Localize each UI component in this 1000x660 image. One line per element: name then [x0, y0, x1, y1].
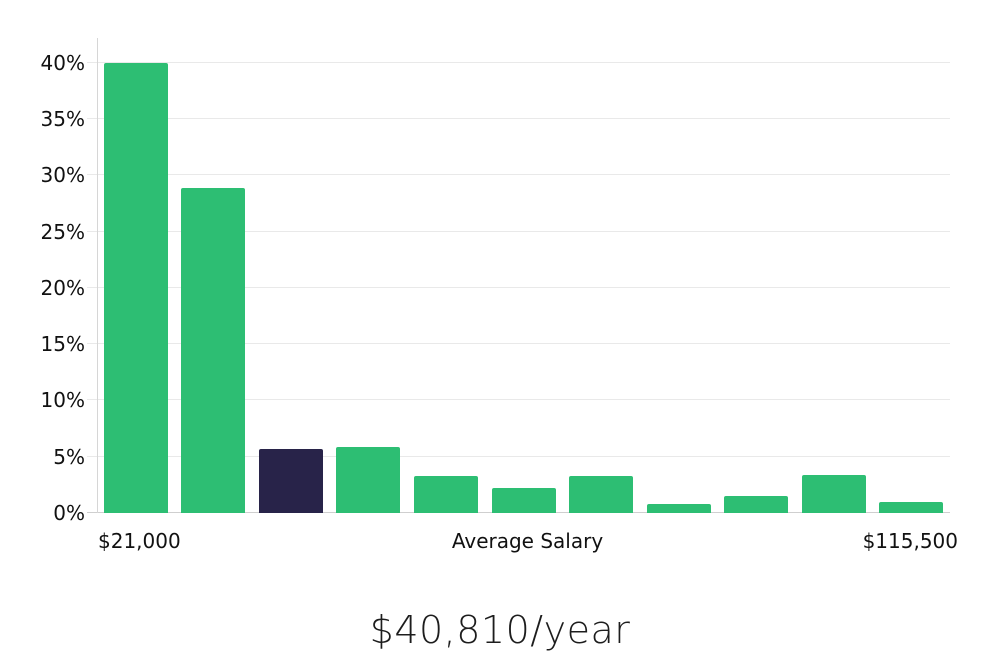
- y-tick-label: 30%: [40, 163, 85, 188]
- histogram-bar[interactable]: [724, 496, 789, 513]
- histogram-bar[interactable]: [646, 504, 711, 513]
- gridline: [87, 399, 950, 401]
- y-tick-label: 5%: [53, 444, 85, 469]
- y-axis-labels: 0% 5% 10% 15% 20% 25% 30% 35% 40%: [0, 38, 85, 524]
- y-tick-label: 0%: [53, 501, 85, 525]
- histogram-bar[interactable]: [491, 488, 556, 513]
- average-salary-title: $40,810/year: [369, 608, 631, 652]
- gridline: [87, 61, 950, 63]
- gridline: [87, 118, 950, 120]
- gridline: [87, 230, 950, 232]
- histogram-bar[interactable]: [569, 475, 634, 513]
- histogram-plot: [87, 38, 950, 513]
- x-axis-label-min: $21,000: [98, 529, 181, 553]
- y-tick-label: 40%: [40, 50, 85, 75]
- y-tick-label: 25%: [40, 219, 85, 244]
- y-axis-line: [97, 38, 98, 513]
- x-axis-title: Average Salary: [451, 529, 604, 553]
- x-axis: $21,000 Average Salary $115,500: [97, 529, 958, 555]
- y-tick-label: 15%: [40, 332, 85, 357]
- y-tick-label: 35%: [40, 107, 85, 132]
- y-tick-label: 20%: [40, 275, 85, 300]
- highlighted-histogram-bar[interactable]: [258, 448, 323, 513]
- y-tick-label: 10%: [40, 388, 85, 413]
- gridline: [87, 343, 950, 345]
- x-axis-label-max: $115,500: [862, 529, 958, 553]
- histogram-bar[interactable]: [413, 475, 478, 513]
- histogram-bar[interactable]: [801, 474, 866, 513]
- histogram-bar[interactable]: [879, 501, 944, 513]
- histogram-bar[interactable]: [103, 62, 168, 513]
- gridline: [87, 455, 950, 457]
- gridline: [87, 174, 950, 176]
- gridline: [87, 286, 950, 288]
- histogram-bar[interactable]: [336, 446, 401, 513]
- histogram-bar[interactable]: [181, 187, 246, 513]
